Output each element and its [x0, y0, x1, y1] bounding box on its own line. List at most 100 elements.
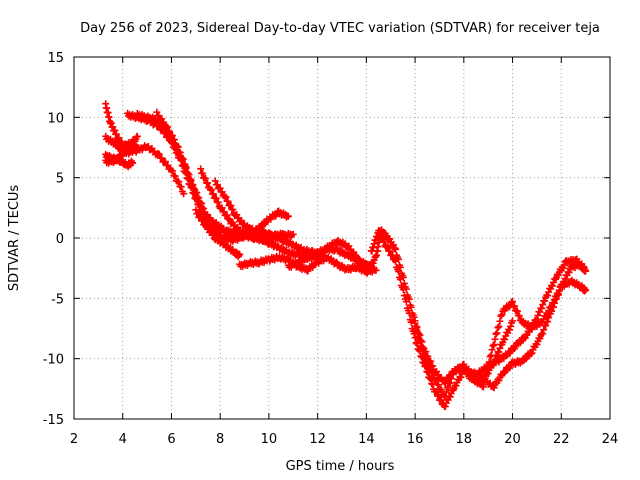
data-point [533, 341, 541, 349]
x-axis-label: GPS time / hours [286, 459, 395, 474]
series-track-11 [236, 252, 380, 277]
data-point [580, 263, 588, 271]
data-point [539, 330, 547, 338]
data-point [187, 177, 195, 185]
data-point [213, 181, 221, 189]
data-point [534, 311, 542, 319]
data-point [412, 339, 420, 347]
data-point [353, 253, 361, 261]
data-point [211, 177, 219, 185]
y-tick-label: 10 [47, 111, 64, 126]
data-point [487, 351, 495, 359]
data-point [528, 349, 536, 357]
data-point [225, 215, 233, 223]
y-tick-label: -10 [43, 353, 64, 368]
data-point [444, 383, 452, 391]
x-tick-label: 14 [358, 432, 375, 447]
x-tick-label: 12 [309, 432, 326, 447]
data-point [209, 190, 217, 198]
data-point [549, 299, 557, 307]
data-point [457, 373, 465, 381]
data-point [199, 169, 207, 177]
data-point [185, 171, 193, 179]
data-point [178, 154, 186, 162]
data-point [437, 396, 445, 404]
y-tick-label: 0 [56, 232, 64, 247]
data-point [155, 150, 163, 158]
data-point [498, 311, 506, 319]
data-point [158, 154, 166, 162]
data-point [496, 317, 504, 325]
data-point [497, 312, 505, 320]
data-point [582, 267, 590, 275]
data-point [204, 179, 212, 187]
data-point [427, 365, 435, 373]
data-point [522, 331, 530, 339]
data-point [407, 318, 415, 326]
data-point [486, 353, 494, 361]
data-point [202, 174, 210, 182]
data-point [413, 327, 421, 335]
data-point [492, 330, 500, 338]
data-point [214, 198, 222, 206]
x-tick-label: 20 [504, 432, 521, 447]
data-point [582, 286, 590, 294]
x-tick-label: 10 [261, 432, 278, 447]
data-point [395, 267, 403, 275]
data-point [196, 198, 204, 206]
data-point [434, 381, 442, 389]
data-point [212, 194, 220, 202]
data-point [495, 348, 503, 356]
data-point [189, 183, 197, 191]
data-point [169, 167, 177, 175]
data-point [539, 318, 547, 326]
y-tick-label: 5 [56, 172, 64, 187]
data-point [197, 213, 205, 221]
data-point [384, 243, 392, 251]
data-point [560, 278, 568, 286]
x-tick-label: 2 [70, 432, 78, 447]
data-point [420, 351, 428, 359]
data-point [536, 335, 544, 343]
data-point [175, 148, 183, 156]
data-point [510, 302, 518, 310]
data-point [216, 184, 224, 192]
data-point [479, 383, 487, 391]
data-point [166, 127, 174, 135]
data-point [405, 309, 413, 317]
data-point [533, 315, 541, 323]
y-tick-label: 15 [47, 51, 64, 66]
data-point [428, 380, 436, 388]
data-point [220, 208, 228, 216]
data-point [501, 336, 509, 344]
data-point [182, 163, 190, 171]
data-point [174, 143, 182, 151]
data-point [555, 286, 563, 294]
data-point [410, 313, 418, 321]
x-tick-label: 24 [602, 432, 619, 447]
data-point [199, 217, 207, 225]
data-point [207, 186, 215, 194]
data-point [437, 386, 445, 394]
data-point [538, 304, 546, 312]
data-point [527, 350, 535, 358]
data-point [452, 382, 460, 390]
data-point [539, 301, 547, 309]
data-point [154, 149, 162, 157]
data-point [386, 247, 394, 255]
data-point [441, 392, 449, 400]
data-point [433, 376, 441, 384]
data-point [180, 190, 188, 198]
data-point [170, 136, 178, 144]
data-point [429, 369, 437, 377]
data-point [549, 282, 557, 290]
data-point [192, 206, 200, 214]
data-point [184, 170, 192, 178]
data-point [495, 322, 503, 330]
data-point [416, 336, 424, 344]
series-track-10 [211, 177, 327, 260]
data-point [356, 256, 364, 264]
data-point [507, 322, 515, 330]
data-point [392, 257, 400, 265]
